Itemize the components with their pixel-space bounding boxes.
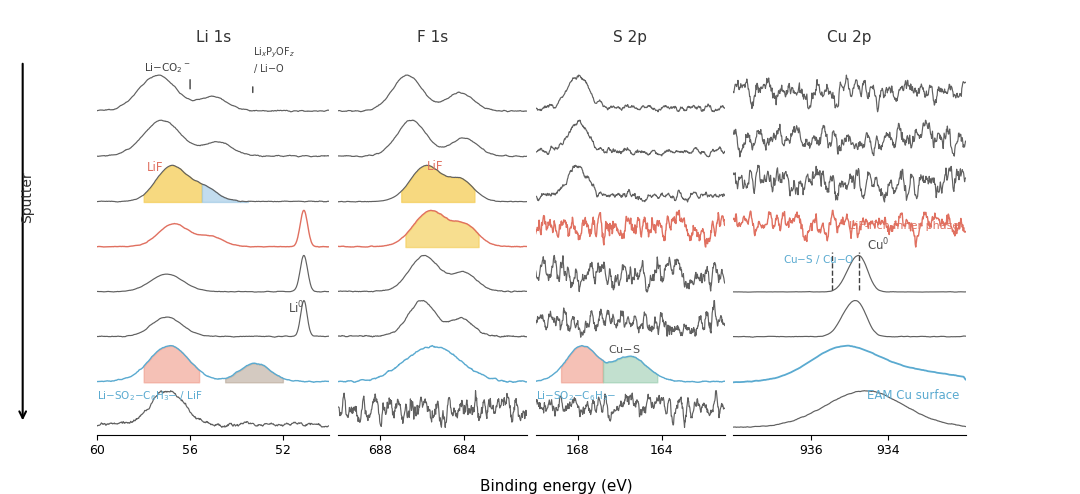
Title: Cu 2p: Cu 2p <box>827 31 872 45</box>
Text: Li$-$SO$_2$$-$C$_6$H$_3$$-$ / LiF: Li$-$SO$_2$$-$C$_6$H$_3$$-$ / LiF <box>97 389 203 403</box>
Text: Li$-$CO$_2$$^-$: Li$-$CO$_2$$^-$ <box>144 61 190 75</box>
Text: Li$-$SO$_2$$-$C$_6$H$_3$$-$: Li$-$SO$_2$$-$C$_6$H$_3$$-$ <box>536 389 617 403</box>
Text: Cu$^0$: Cu$^0$ <box>867 236 889 253</box>
Text: Cu$-$S: Cu$-$S <box>608 343 640 355</box>
Text: EAM Cu surface: EAM Cu surface <box>867 389 960 402</box>
Text: Cu$-$S / Cu$-$O: Cu$-$S / Cu$-$O <box>783 253 854 266</box>
Text: Li$_x$P$_y$OF$_z$
/ Li$-$O: Li$_x$P$_y$OF$_z$ / Li$-$O <box>253 45 295 75</box>
Title: F 1s: F 1s <box>417 31 448 45</box>
Text: LiF: LiF <box>147 161 163 174</box>
Text: LiF: LiF <box>427 160 443 173</box>
Title: S 2p: S 2p <box>613 31 647 45</box>
Text: Li$^0$: Li$^0$ <box>287 300 305 316</box>
Title: Li 1s: Li 1s <box>195 31 231 45</box>
Text: LiF-rich inner phase: LiF-rich inner phase <box>850 221 960 231</box>
Text: Binding energy (eV): Binding energy (eV) <box>480 479 633 494</box>
Text: Sputter: Sputter <box>21 172 33 223</box>
